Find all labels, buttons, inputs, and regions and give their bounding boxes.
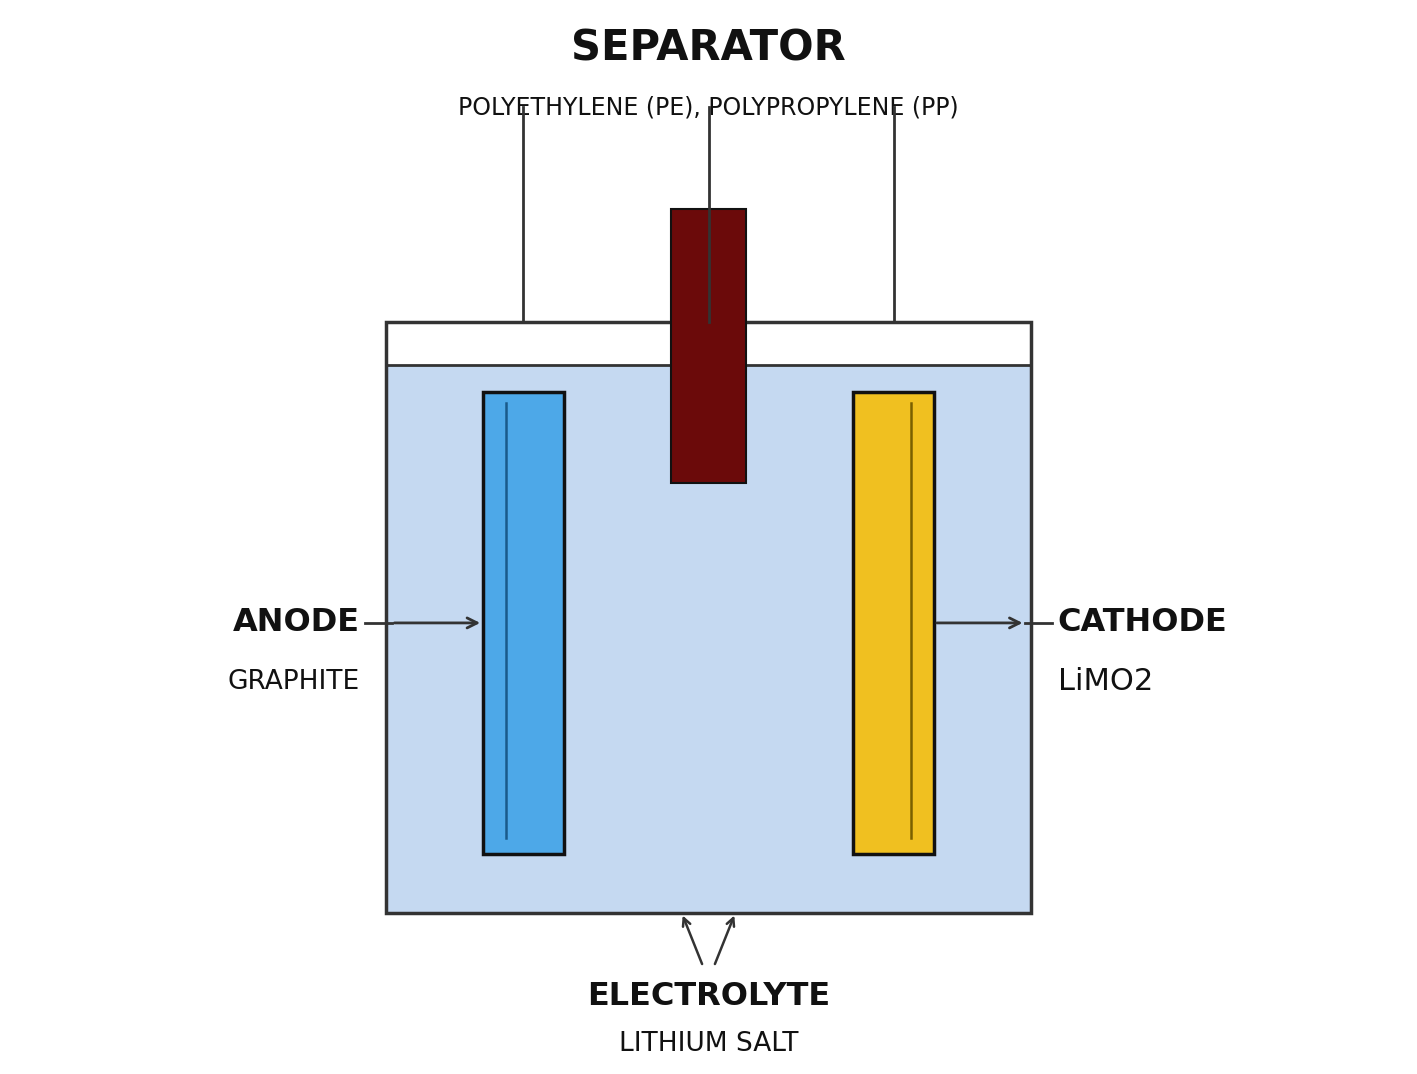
Text: ANODE: ANODE [232,608,360,638]
Text: POLYETHYLENE (PE), POLYPROPYLENE (PP): POLYETHYLENE (PE), POLYPROPYLENE (PP) [458,96,959,119]
Text: ELECTROLYTE: ELECTROLYTE [587,982,830,1012]
Bar [670,209,747,483]
Text: LITHIUM SALT: LITHIUM SALT [619,1031,798,1057]
Bar [387,365,1030,913]
Text: SEPARATOR: SEPARATOR [571,27,846,70]
Text: LiMO2: LiMO2 [1057,667,1153,697]
Text: CATHODE: CATHODE [1057,608,1227,638]
Bar [853,392,934,854]
Bar [483,392,564,854]
Text: GRAPHITE: GRAPHITE [227,669,360,695]
Bar [387,322,1030,913]
